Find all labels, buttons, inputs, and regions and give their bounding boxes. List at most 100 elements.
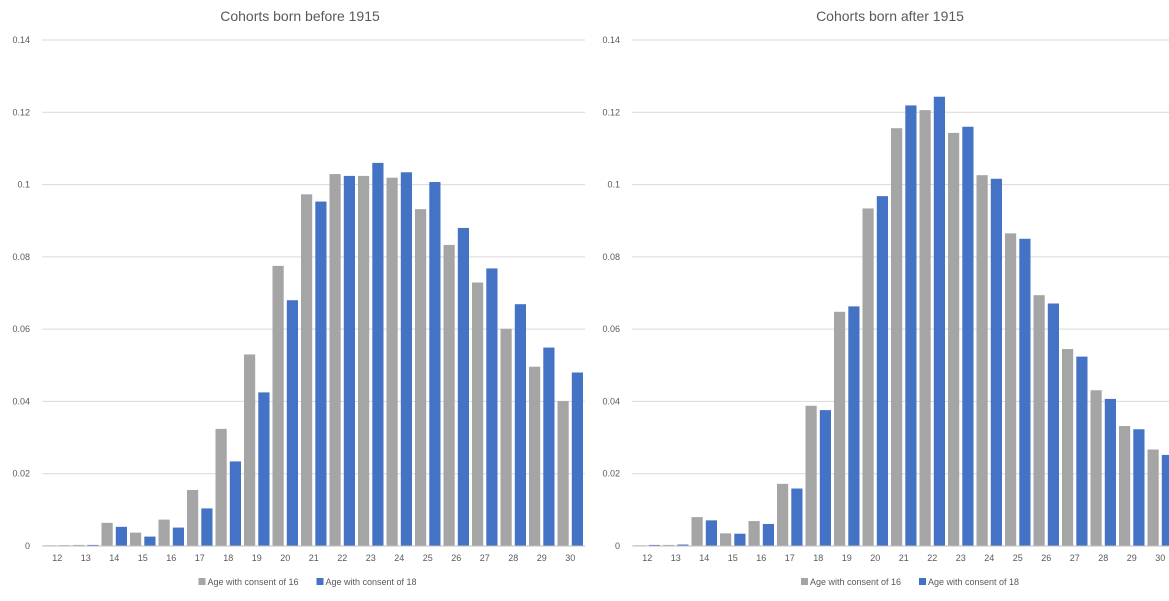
x-tick-label: 25 bbox=[423, 553, 433, 563]
legend-label: Age with consent of 18 bbox=[928, 577, 1019, 587]
chart-after-1915: Cohorts born after 1915 0 0.02 0.04 0.06 0.0… bbox=[602, 8, 1169, 587]
x-tick-label: 18 bbox=[813, 553, 823, 563]
bar-consent-18 bbox=[648, 544, 660, 546]
x-tick-label: 30 bbox=[1155, 553, 1165, 563]
bar-consent-18 bbox=[115, 526, 127, 546]
y-tick-label: 0.02 bbox=[602, 469, 620, 479]
bar-consent-18 bbox=[372, 162, 384, 546]
bar-consent-16 bbox=[1090, 390, 1102, 546]
x-tick-label: 30 bbox=[565, 553, 575, 563]
bar-consent-18 bbox=[1076, 356, 1088, 546]
bar-consent-18 bbox=[543, 347, 555, 546]
x-tick-label: 12 bbox=[642, 553, 652, 563]
bar-consent-16 bbox=[443, 244, 455, 546]
x-tick-label: 19 bbox=[842, 553, 852, 563]
x-tick-label: 20 bbox=[280, 553, 290, 563]
bar-consent-18 bbox=[343, 175, 355, 546]
x-tick-label: 24 bbox=[984, 553, 994, 563]
legend: Age with consent of 16 Age with consent o… bbox=[801, 577, 1019, 587]
bar-consent-18 bbox=[734, 533, 746, 546]
legend-label: Age with consent of 16 bbox=[208, 577, 299, 587]
bar-consent-18 bbox=[1133, 429, 1145, 546]
x-tick-label: 20 bbox=[870, 553, 880, 563]
x-tick-label: 27 bbox=[1070, 553, 1080, 563]
y-tick-label: 0.14 bbox=[12, 35, 30, 45]
x-tick-label: 27 bbox=[480, 553, 490, 563]
x-tick-label: 23 bbox=[956, 553, 966, 563]
bar-consent-16 bbox=[862, 208, 874, 546]
bar-consent-16 bbox=[301, 194, 313, 546]
bar-consent-16 bbox=[329, 174, 341, 546]
x-tick-label: 28 bbox=[508, 553, 518, 563]
bar-consent-16 bbox=[358, 175, 370, 546]
x-tick-label: 13 bbox=[81, 553, 91, 563]
bar-consent-16 bbox=[948, 132, 960, 546]
x-tick-label: 15 bbox=[728, 553, 738, 563]
bar-consent-18 bbox=[962, 126, 974, 547]
x-tick-label: 22 bbox=[927, 553, 937, 563]
bar-consent-18 bbox=[819, 410, 831, 546]
y-tick-label: 0.08 bbox=[12, 252, 30, 262]
legend-swatch bbox=[316, 578, 324, 585]
bar-consent-18 bbox=[144, 536, 156, 546]
x-tick-label: 17 bbox=[785, 553, 795, 563]
x-tick-label: 24 bbox=[394, 553, 404, 563]
bar-consent-18 bbox=[486, 268, 498, 546]
x-tick-label: 26 bbox=[451, 553, 461, 563]
x-tick-label: 15 bbox=[138, 553, 148, 563]
x-tick-label: 17 bbox=[195, 553, 205, 563]
x-tick-label: 12 bbox=[52, 553, 62, 563]
bar-consent-18 bbox=[201, 508, 213, 546]
bar-consent-18 bbox=[1019, 238, 1031, 547]
chart-title: Cohorts born before 1915 bbox=[220, 8, 380, 24]
bar-consent-18 bbox=[677, 544, 689, 546]
bar-consent-16 bbox=[272, 265, 284, 546]
bar-consent-16 bbox=[1119, 426, 1131, 546]
bar-consent-16 bbox=[691, 517, 703, 546]
x-tick-label: 18 bbox=[223, 553, 233, 563]
bar-consent-16 bbox=[663, 544, 675, 546]
bar-consent-16 bbox=[215, 428, 227, 546]
bar-consent-18 bbox=[990, 178, 1002, 547]
bar-consent-18 bbox=[876, 196, 888, 546]
bar-consent-18 bbox=[258, 392, 270, 546]
bar-consent-16 bbox=[834, 311, 846, 546]
bar-consent-18 bbox=[571, 372, 583, 546]
bar-consent-16 bbox=[415, 209, 427, 546]
bar-consent-16 bbox=[130, 532, 142, 546]
bar-consent-18 bbox=[457, 227, 469, 546]
legend-label: Age with consent of 18 bbox=[326, 577, 417, 587]
x-tick-label: 29 bbox=[537, 553, 547, 563]
y-tick-label: 0.12 bbox=[12, 107, 30, 117]
x-tick-label: 22 bbox=[337, 553, 347, 563]
bar-consent-16 bbox=[805, 405, 817, 546]
bar-consent-18 bbox=[400, 172, 412, 546]
x-tick-label: 14 bbox=[699, 553, 709, 563]
bar-consent-18 bbox=[905, 105, 917, 547]
x-tick-label: 21 bbox=[899, 553, 909, 563]
x-tick-label: 23 bbox=[366, 553, 376, 563]
x-tick-label: 16 bbox=[166, 553, 176, 563]
bar-consent-18 bbox=[791, 488, 803, 546]
y-tick-label: 0.1 bbox=[17, 180, 30, 190]
bar-consent-16 bbox=[777, 483, 789, 546]
bar-consent-16 bbox=[919, 110, 931, 547]
bar-consent-16 bbox=[158, 519, 170, 546]
bar-consent-18 bbox=[87, 544, 99, 546]
x-tick-label: 16 bbox=[756, 553, 766, 563]
x-tick-label: 25 bbox=[1013, 553, 1023, 563]
bar-consent-16 bbox=[1033, 295, 1045, 546]
bar-consent-18 bbox=[429, 182, 441, 547]
bar-consent-16 bbox=[1062, 349, 1074, 546]
bar-consent-18 bbox=[848, 306, 860, 546]
chart-before-1915: Cohorts born before 1915 0 0.02 0.04 0.06 0.… bbox=[12, 8, 585, 587]
bar-consent-16 bbox=[748, 521, 760, 546]
x-tick-label: 21 bbox=[309, 553, 319, 563]
y-tick-label: 0.14 bbox=[602, 35, 620, 45]
x-tick-label: 26 bbox=[1041, 553, 1051, 563]
y-tick-label: 0.02 bbox=[12, 469, 30, 479]
bar-consent-16 bbox=[73, 544, 85, 546]
y-tick-label: 0.06 bbox=[12, 324, 30, 334]
bar-consent-16 bbox=[187, 489, 199, 546]
bar-consent-18 bbox=[1047, 303, 1059, 546]
